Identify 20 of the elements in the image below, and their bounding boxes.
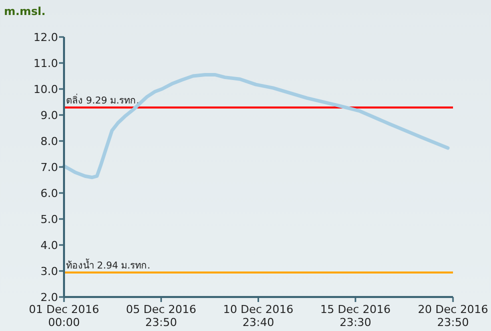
y-axis-title: m.msl. [4,5,46,18]
y-tick-label: 2.0 [40,291,58,304]
x-tick-label: 15 Dec 2016 23:30 [320,303,391,329]
y-tick-label: 9.0 [40,109,58,122]
y-tick-label: 10.0 [34,83,58,96]
y-tick-label: 6.0 [40,187,58,200]
x-tick-label: 05 Dec 2016 23:50 [126,303,196,329]
y-tick-label: 7.0 [40,161,58,174]
line-series [62,72,450,180]
y-tick-label: 3.0 [40,265,58,278]
y-tick-label: 4.0 [40,239,58,252]
x-tick-label: 10 Dec 2016 23:40 [223,303,294,329]
y-tick-label: 5.0 [40,213,58,226]
x-tick-label: 01 Dec 2016 00:00 [28,303,100,329]
y-tick-label: 8.0 [40,135,58,148]
ref-line-label: ตลิ่ง 9.29 ม.รทก. [66,93,140,106]
y-tick-label: 12.0 [34,31,58,44]
ref-line-label: ท้องน้ำ 2.94 ม.รทก. [66,258,150,272]
y-tick-label: 11.0 [34,57,58,70]
x-tick-label: 20 Dec 2016 23:50 [418,303,488,329]
